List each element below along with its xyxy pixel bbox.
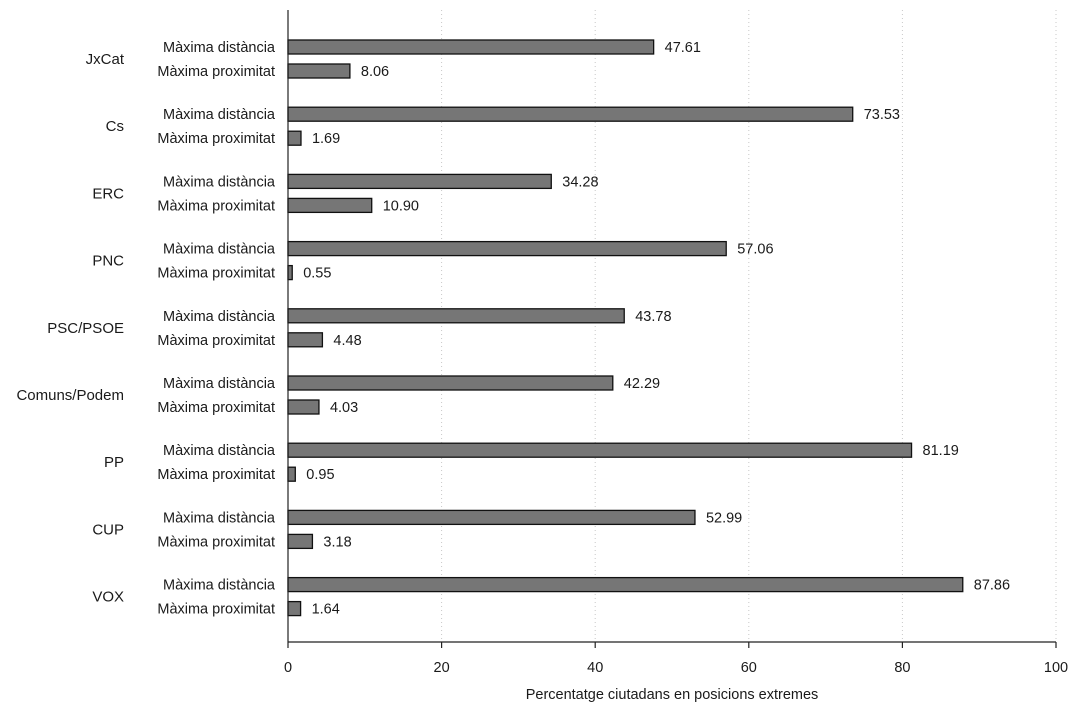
series-label: Màxima proximitat: [157, 198, 275, 214]
series-label: Màxima distància: [163, 107, 276, 123]
series-label: Màxima distància: [163, 376, 276, 392]
bar: [287, 332, 324, 348]
data-label: 34.28: [562, 174, 598, 190]
series-label: Màxima proximitat: [157, 64, 275, 80]
bar: [287, 533, 314, 550]
data-label: 87.86: [974, 578, 1010, 594]
data-label: 4.03: [330, 400, 358, 416]
series-label: Màxima proximitat: [157, 333, 275, 349]
x-axis: 0 20 40 60 80 100: [284, 10, 1068, 676]
bar: [287, 197, 373, 214]
x-tick-label: 80: [894, 660, 910, 676]
bar: [287, 308, 625, 324]
x-tick-label: 100: [1044, 660, 1068, 676]
data-label: 8.06: [361, 64, 389, 80]
bar: [287, 375, 614, 391]
bar: [287, 509, 696, 526]
data-label: 57.06: [737, 242, 773, 258]
x-tick-label: 40: [587, 660, 603, 676]
series-label: Màxima proximitat: [157, 602, 275, 618]
bar: [287, 399, 320, 415]
party-label: ERC: [92, 185, 124, 202]
party-label: VOX: [92, 589, 124, 606]
data-label: 47.61: [665, 40, 701, 56]
series-label: Màxima proximitat: [157, 400, 275, 416]
x-tick-label: 0: [284, 660, 292, 676]
series-label: Màxima distància: [163, 309, 276, 325]
data-label: 3.18: [323, 534, 351, 550]
series-label: Màxima distància: [163, 174, 276, 190]
bar: [287, 240, 727, 257]
series-label: Màxima distància: [163, 510, 276, 526]
data-label: 1.64: [312, 602, 340, 618]
bar: [287, 173, 552, 190]
data-label: 4.48: [333, 333, 361, 349]
data-label: 43.78: [635, 309, 671, 325]
series-label: Màxima distància: [163, 242, 276, 258]
series-label: Màxima distància: [163, 578, 276, 594]
x-tick-label: 60: [741, 660, 757, 676]
party-label: PNC: [92, 253, 124, 270]
data-label: 1.69: [312, 131, 340, 147]
bars: [287, 39, 964, 617]
data-label: 10.90: [383, 198, 419, 214]
bar: [287, 39, 655, 55]
bar: [287, 442, 913, 458]
grid-lines: [441, 10, 1057, 642]
data-label: 52.99: [706, 510, 742, 526]
data-label: 42.29: [624, 376, 660, 392]
bar: [287, 106, 854, 122]
party-label: JxCat: [86, 51, 125, 68]
bar: [287, 130, 302, 146]
party-label: PP: [104, 454, 124, 471]
data-label: 73.53: [864, 107, 900, 123]
category-labels: JxCat Màxima distància 47.61 Màxima proximi…: [16, 40, 1010, 618]
data-label: 0.55: [303, 266, 331, 282]
x-tick-label: 20: [434, 660, 450, 676]
data-label: 81.19: [923, 443, 959, 459]
series-label: Màxima distància: [163, 443, 276, 459]
bar: [287, 63, 351, 79]
series-label: Màxima proximitat: [157, 467, 275, 483]
party-label: CUP: [92, 521, 124, 538]
series-label: Màxima proximitat: [157, 131, 275, 147]
bar: [287, 600, 302, 617]
party-label: PSC/PSOE: [47, 320, 124, 337]
bar: [287, 466, 296, 482]
series-label: Màxima proximitat: [157, 266, 275, 282]
data-label: 0.95: [306, 467, 334, 483]
bar: [287, 264, 293, 281]
bar: [287, 576, 964, 593]
series-label: Màxima distància: [163, 40, 276, 56]
party-label: Comuns/Podem: [16, 387, 124, 404]
x-axis-label: Percentatge ciutadans en posicions extre…: [526, 687, 819, 703]
series-label: Màxima proximitat: [157, 534, 275, 550]
party-label: Cs: [106, 118, 124, 135]
